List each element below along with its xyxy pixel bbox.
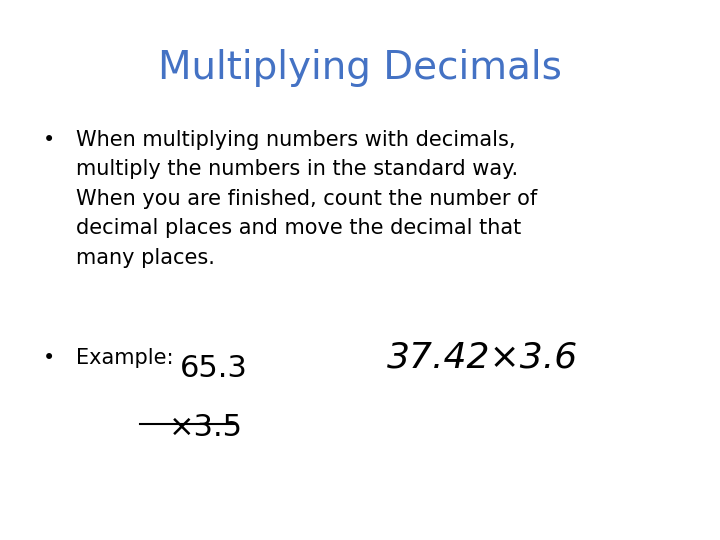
Text: 65.3: 65.3 (180, 354, 248, 383)
Text: When multiplying numbers with decimals,
multiply the numbers in the standard way: When multiplying numbers with decimals, … (76, 130, 537, 268)
Text: Example:: Example: (76, 348, 173, 368)
Text: 37.42×3.6: 37.42×3.6 (387, 340, 578, 374)
Text: ×3.5: ×3.5 (169, 413, 243, 442)
Text: •: • (43, 130, 55, 150)
Text: •: • (43, 348, 55, 368)
Text: Multiplying Decimals: Multiplying Decimals (158, 49, 562, 86)
